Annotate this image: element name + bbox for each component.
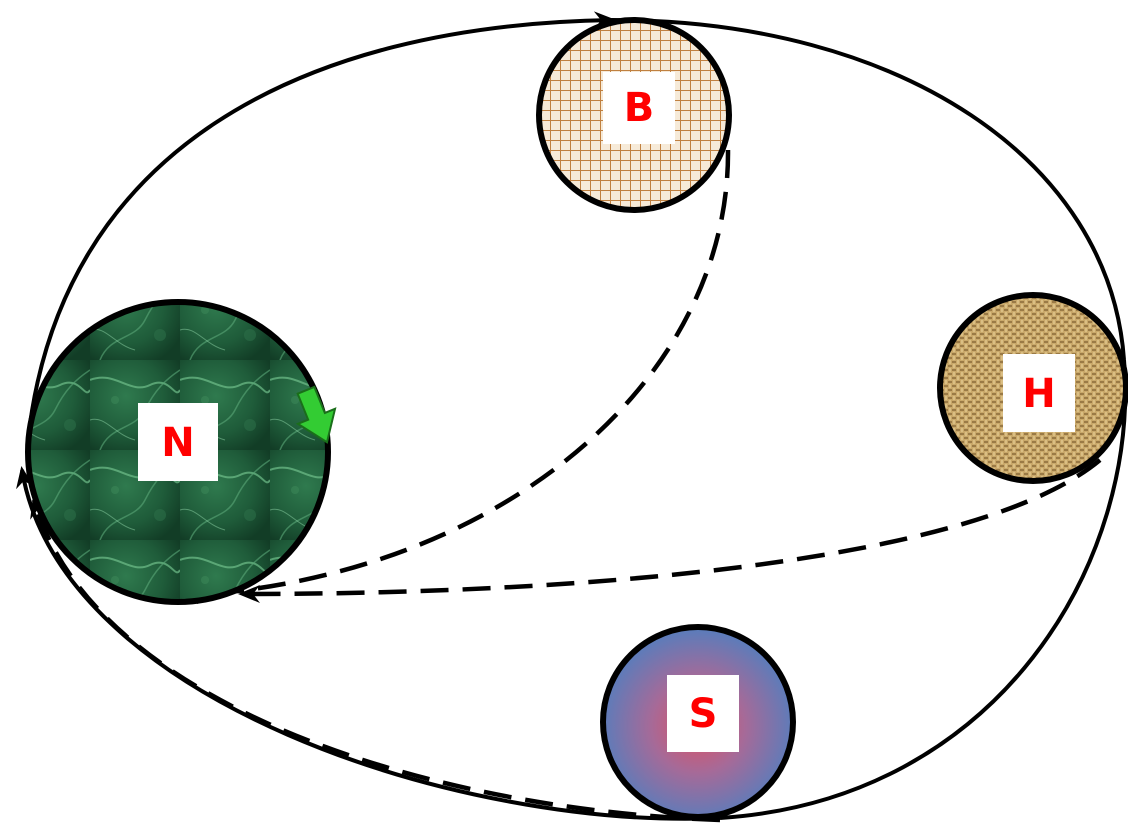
node-n-label: N [161,420,194,466]
node-h: H [937,292,1128,484]
node-h-label-box [1003,354,1075,432]
edge-h-to-n-dashed [238,458,1102,603]
node-s-label-box [667,675,739,752]
node-n: N [25,299,337,605]
node-s-label: S [689,691,718,737]
edge-b-to-n-dashed [176,149,731,605]
edge-s-to-n-dashed [30,496,721,823]
node-n-label-box [138,403,218,481]
edge-b-to-h [611,18,1126,361]
edge-n-to-b [26,11,616,441]
node-b-label-box [603,72,675,144]
node-b: B [536,17,732,213]
node-s: S [600,624,796,820]
edge-h-to-s [719,359,1128,820]
green-down-arrow-icon [295,385,337,444]
node-b-label: B [624,85,655,131]
node-h-label: H [1022,371,1055,417]
dashed-returns [30,149,1102,823]
